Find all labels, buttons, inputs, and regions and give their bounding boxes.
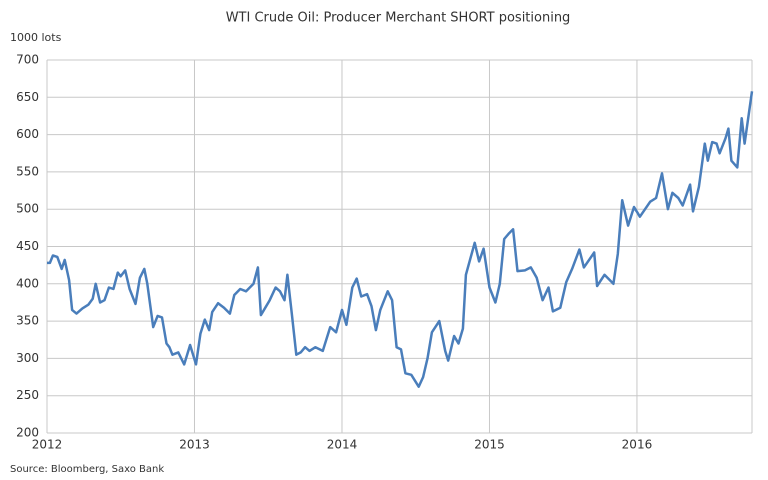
y-tick-label: 450 <box>16 239 39 253</box>
x-tick-label: 2012 <box>32 438 63 452</box>
y-tick-label: 300 <box>16 351 39 365</box>
y-tick-label: 500 <box>16 202 39 216</box>
chart-title: WTI Crude Oil: Producer Merchant SHORT p… <box>226 11 571 26</box>
y-tick-label: 400 <box>16 276 39 290</box>
data-line <box>47 91 754 388</box>
y-tick-label: 200 <box>16 426 39 440</box>
x-tick-label: 2015 <box>474 438 505 452</box>
y-tick-label: 650 <box>16 90 39 104</box>
y-tick-label: 250 <box>16 388 39 402</box>
source-note: Source: Bloomberg, Saxo Bank <box>10 464 164 475</box>
y-tick-label: 350 <box>16 314 39 328</box>
x-tick-label: 2014 <box>327 438 358 452</box>
y-tick-label: 700 <box>16 53 39 67</box>
y-axis-label: 1000 lots <box>10 31 62 44</box>
x-tick-label: 2013 <box>179 438 210 452</box>
y-tick-label: 550 <box>16 164 39 178</box>
y-tick-label: 600 <box>16 127 39 141</box>
x-tick-label: 2016 <box>622 438 653 452</box>
